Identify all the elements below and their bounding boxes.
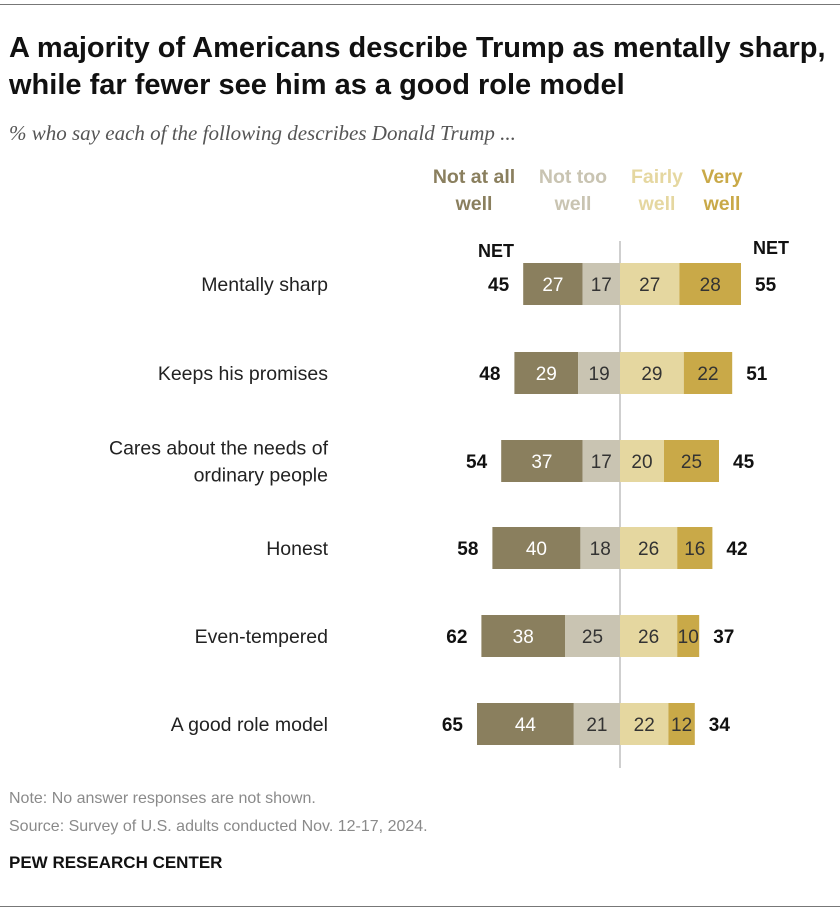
chart-subtitle: % who say each of the following describe… <box>9 121 516 145</box>
bottom-rule <box>0 906 840 907</box>
bar-not-too-well <box>582 263 620 305</box>
net-negative-value: 58 <box>457 539 478 560</box>
bar-value-label: 37 <box>531 452 552 473</box>
net-header-right: NET <box>753 238 789 258</box>
bar-very-well <box>677 615 700 657</box>
bar-value-label: 16 <box>684 539 705 560</box>
bar-value-label: 17 <box>591 452 612 473</box>
note-text: Note: No answer responses are not shown. <box>9 790 316 807</box>
net-negative-value: 45 <box>488 275 510 296</box>
bar-not-too-well <box>580 527 620 569</box>
bar-value-label: 22 <box>697 364 718 385</box>
net-negative-value: 48 <box>479 364 500 385</box>
bar-not-at-all-well <box>477 703 574 745</box>
bar-value-label: 27 <box>639 275 660 296</box>
chart-title: A majority of Americans describe Trump a… <box>9 32 826 101</box>
bar-value-label: 29 <box>536 364 557 385</box>
bar-value-label: 10 <box>678 627 699 648</box>
bar-not-at-all-well <box>492 527 581 569</box>
bar-value-label: 40 <box>526 539 547 560</box>
net-negative-value: 54 <box>466 452 488 473</box>
bar-value-label: 20 <box>631 452 652 473</box>
net-positive-value: 55 <box>755 275 777 296</box>
bar-value-label: 26 <box>638 539 659 560</box>
legend-fairly-well: Fairly well <box>630 166 684 215</box>
top-rule <box>0 4 840 5</box>
net-positive-value: 51 <box>746 364 768 385</box>
bar-not-too-well <box>565 615 620 657</box>
bar-value-label: 26 <box>638 627 659 648</box>
bar-not-at-all-well <box>481 615 565 657</box>
bar-very-well <box>683 352 733 394</box>
bar-value-label: 18 <box>590 539 611 560</box>
net-header-left: NET <box>478 241 514 261</box>
bar-fairly-well <box>620 352 684 394</box>
category-label: Honest <box>266 538 328 560</box>
bar-value-label: 19 <box>589 364 610 385</box>
bar-fairly-well <box>620 440 664 482</box>
bar-not-too-well <box>582 440 620 482</box>
category-label: Even-tempered <box>195 626 328 648</box>
net-negative-value: 65 <box>442 715 464 736</box>
bar-fairly-well <box>620 703 669 745</box>
category-label: Mentally sharp <box>201 274 328 296</box>
bar-very-well <box>664 440 719 482</box>
bar-not-too-well <box>578 352 620 394</box>
bar-value-label: 29 <box>641 364 662 385</box>
bar-fairly-well <box>620 263 680 305</box>
category-label: A good role model <box>171 714 328 736</box>
net-positive-value: 34 <box>709 715 731 736</box>
bar-value-label: 44 <box>515 715 537 736</box>
legend-not-too-well: Not too well <box>538 166 608 215</box>
net-positive-value: 37 <box>713 627 734 648</box>
brand-name: PEW RESEARCH CENTER <box>9 853 223 872</box>
net-positive-value: 42 <box>726 539 747 560</box>
bar-very-well <box>677 527 713 569</box>
bar-value-label: 25 <box>681 452 702 473</box>
bar-not-at-all-well <box>514 352 579 394</box>
bar-not-at-all-well <box>523 263 583 305</box>
bar-fairly-well <box>620 527 678 569</box>
category-label: ordinary people <box>194 465 328 487</box>
source-text: Source: Survey of U.S. adults conducted … <box>9 818 428 835</box>
bar-very-well <box>668 703 695 745</box>
legend-not-at-all-well: Not at all well <box>432 166 516 215</box>
legend-very-well: Very well <box>701 166 743 215</box>
category-label: Keeps his promises <box>158 363 328 385</box>
net-negative-value: 62 <box>446 627 467 648</box>
bar-value-label: 22 <box>634 715 655 736</box>
bar-value-label: 28 <box>700 275 721 296</box>
bar-value-label: 25 <box>582 627 603 648</box>
bar-value-label: 12 <box>671 715 692 736</box>
diverging-bar-chart: NET NET Mentally sharp 27 17 27 28 45 55 Keeps … <box>109 238 789 768</box>
bar-value-label: 27 <box>542 275 563 296</box>
net-positive-value: 45 <box>733 452 755 473</box>
bar-fairly-well <box>620 615 678 657</box>
bar-value-label: 17 <box>591 275 612 296</box>
bar-not-at-all-well <box>501 440 583 482</box>
bar-value-label: 38 <box>513 627 534 648</box>
bar-not-too-well <box>573 703 620 745</box>
bar-very-well <box>679 263 741 305</box>
category-label: Cares about the needs of <box>109 438 329 460</box>
bar-value-label: 21 <box>586 715 607 736</box>
